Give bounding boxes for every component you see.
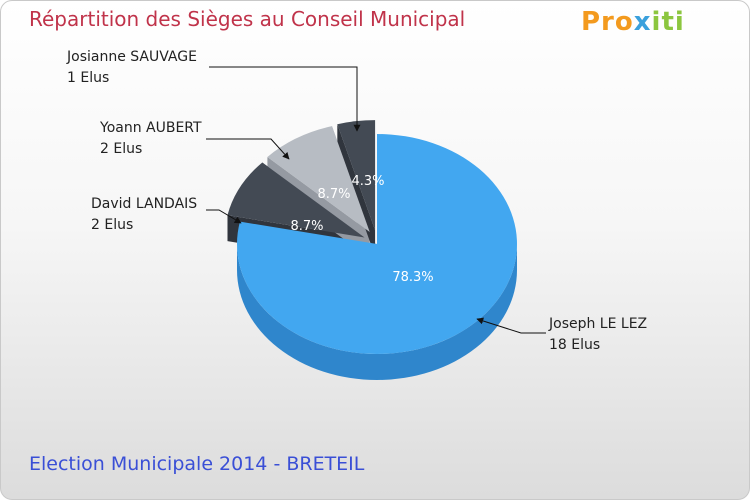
chart-subtitle: Election Municipale 2014 - BRETEIL [29,453,365,475]
slice-david-landais [227,162,365,238]
slice-seats-joseph-le-lez: 18 Elus [549,337,600,353]
chart-title: Répartition des Sièges au Conseil Munici… [29,7,466,31]
slice-side-joseph-le-lez [237,244,517,380]
slice-name-david-landais: David LANDAIS [91,196,197,212]
leader-line-josianne-sauvage [209,66,361,132]
slice-name-josianne-sauvage: Josianne SAUVAGE [66,49,197,65]
percent-label-joseph-le-lez: 78.3% [392,270,433,285]
slice-joseph-le-lez [236,134,517,354]
slice-seats-josianne-sauvage: 1 Elus [67,70,109,86]
percent-label-josianne-sauvage: 4.3% [351,174,384,189]
leader-line-yoann-aubert [206,138,290,160]
leader-line-david-landais [206,209,242,224]
percent-label-yoann-aubert: 8.7% [317,187,350,202]
leader-line-joseph-le-lez [476,317,546,334]
slice-name-yoann-aubert: Yoann AUBERT [99,120,202,136]
proxiti-logo: Proxiti [581,7,685,37]
slice-name-joseph-le-lez: Joseph LE LEZ [548,316,647,332]
slice-josianne-sauvage [337,120,376,231]
percent-label-david-landais: 8.7% [290,219,323,234]
slice-seats-david-landais: 2 Elus [91,217,133,233]
slice-yoann-aubert [267,126,370,233]
slice-seats-yoann-aubert: 2 Elus [100,141,142,157]
